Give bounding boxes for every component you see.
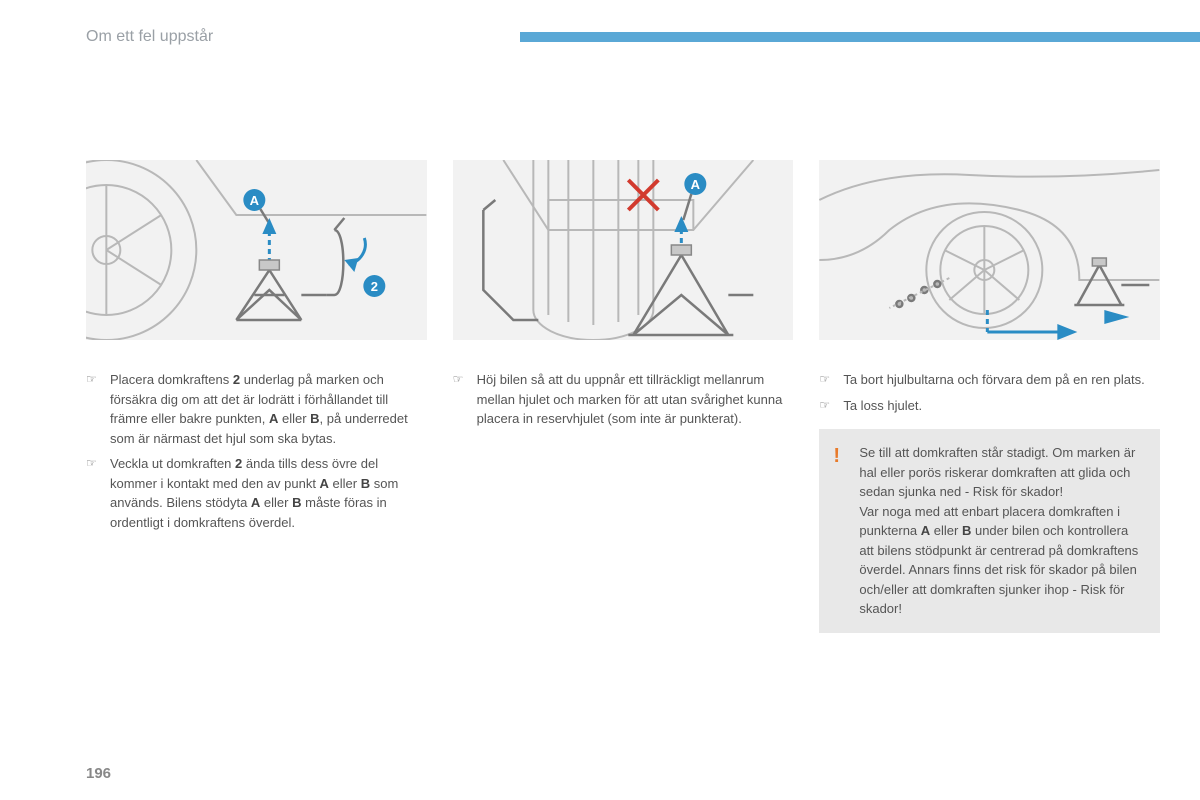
column-1: A [86,160,427,633]
figure-2: A [453,160,794,340]
badge-a2-label: A [690,177,700,192]
col3-item-1: Ta bort hjulbultarna och förvara dem på … [819,370,1160,390]
section-title: Om ett fel uppstår [86,28,213,46]
col3-item-2: Ta loss hjulet. [819,396,1160,416]
figure-3 [819,160,1160,340]
column-2: A Höj bilen så att du uppnår ett [453,160,794,633]
content-columns: A [86,160,1160,633]
warning-icon: ! [833,441,840,471]
badge-a-label: A [250,193,260,208]
col1-item-1: Placera domkraftens 2 underlag på marken… [86,370,427,448]
col2-list: Höj bilen så att du uppnår ett tillräckl… [453,370,794,429]
col3-list: Ta bort hjulbultarna och förvara dem på … [819,370,1160,415]
header-accent-bar [520,32,1200,42]
badge-2-label: 2 [371,279,378,294]
column-3: Ta bort hjulbultarna och förvara dem på … [819,160,1160,633]
warning-box: ! Se till att domkraften står stadigt. O… [819,429,1160,633]
figure-1: A [86,160,427,340]
page-number: 196 [86,765,111,782]
col1-item-2: Veckla ut domkraften 2 ända tills dess ö… [86,454,427,532]
col1-list: Placera domkraftens 2 underlag på marken… [86,370,427,532]
col2-item-1: Höj bilen så att du uppnår ett tillräckl… [453,370,794,429]
